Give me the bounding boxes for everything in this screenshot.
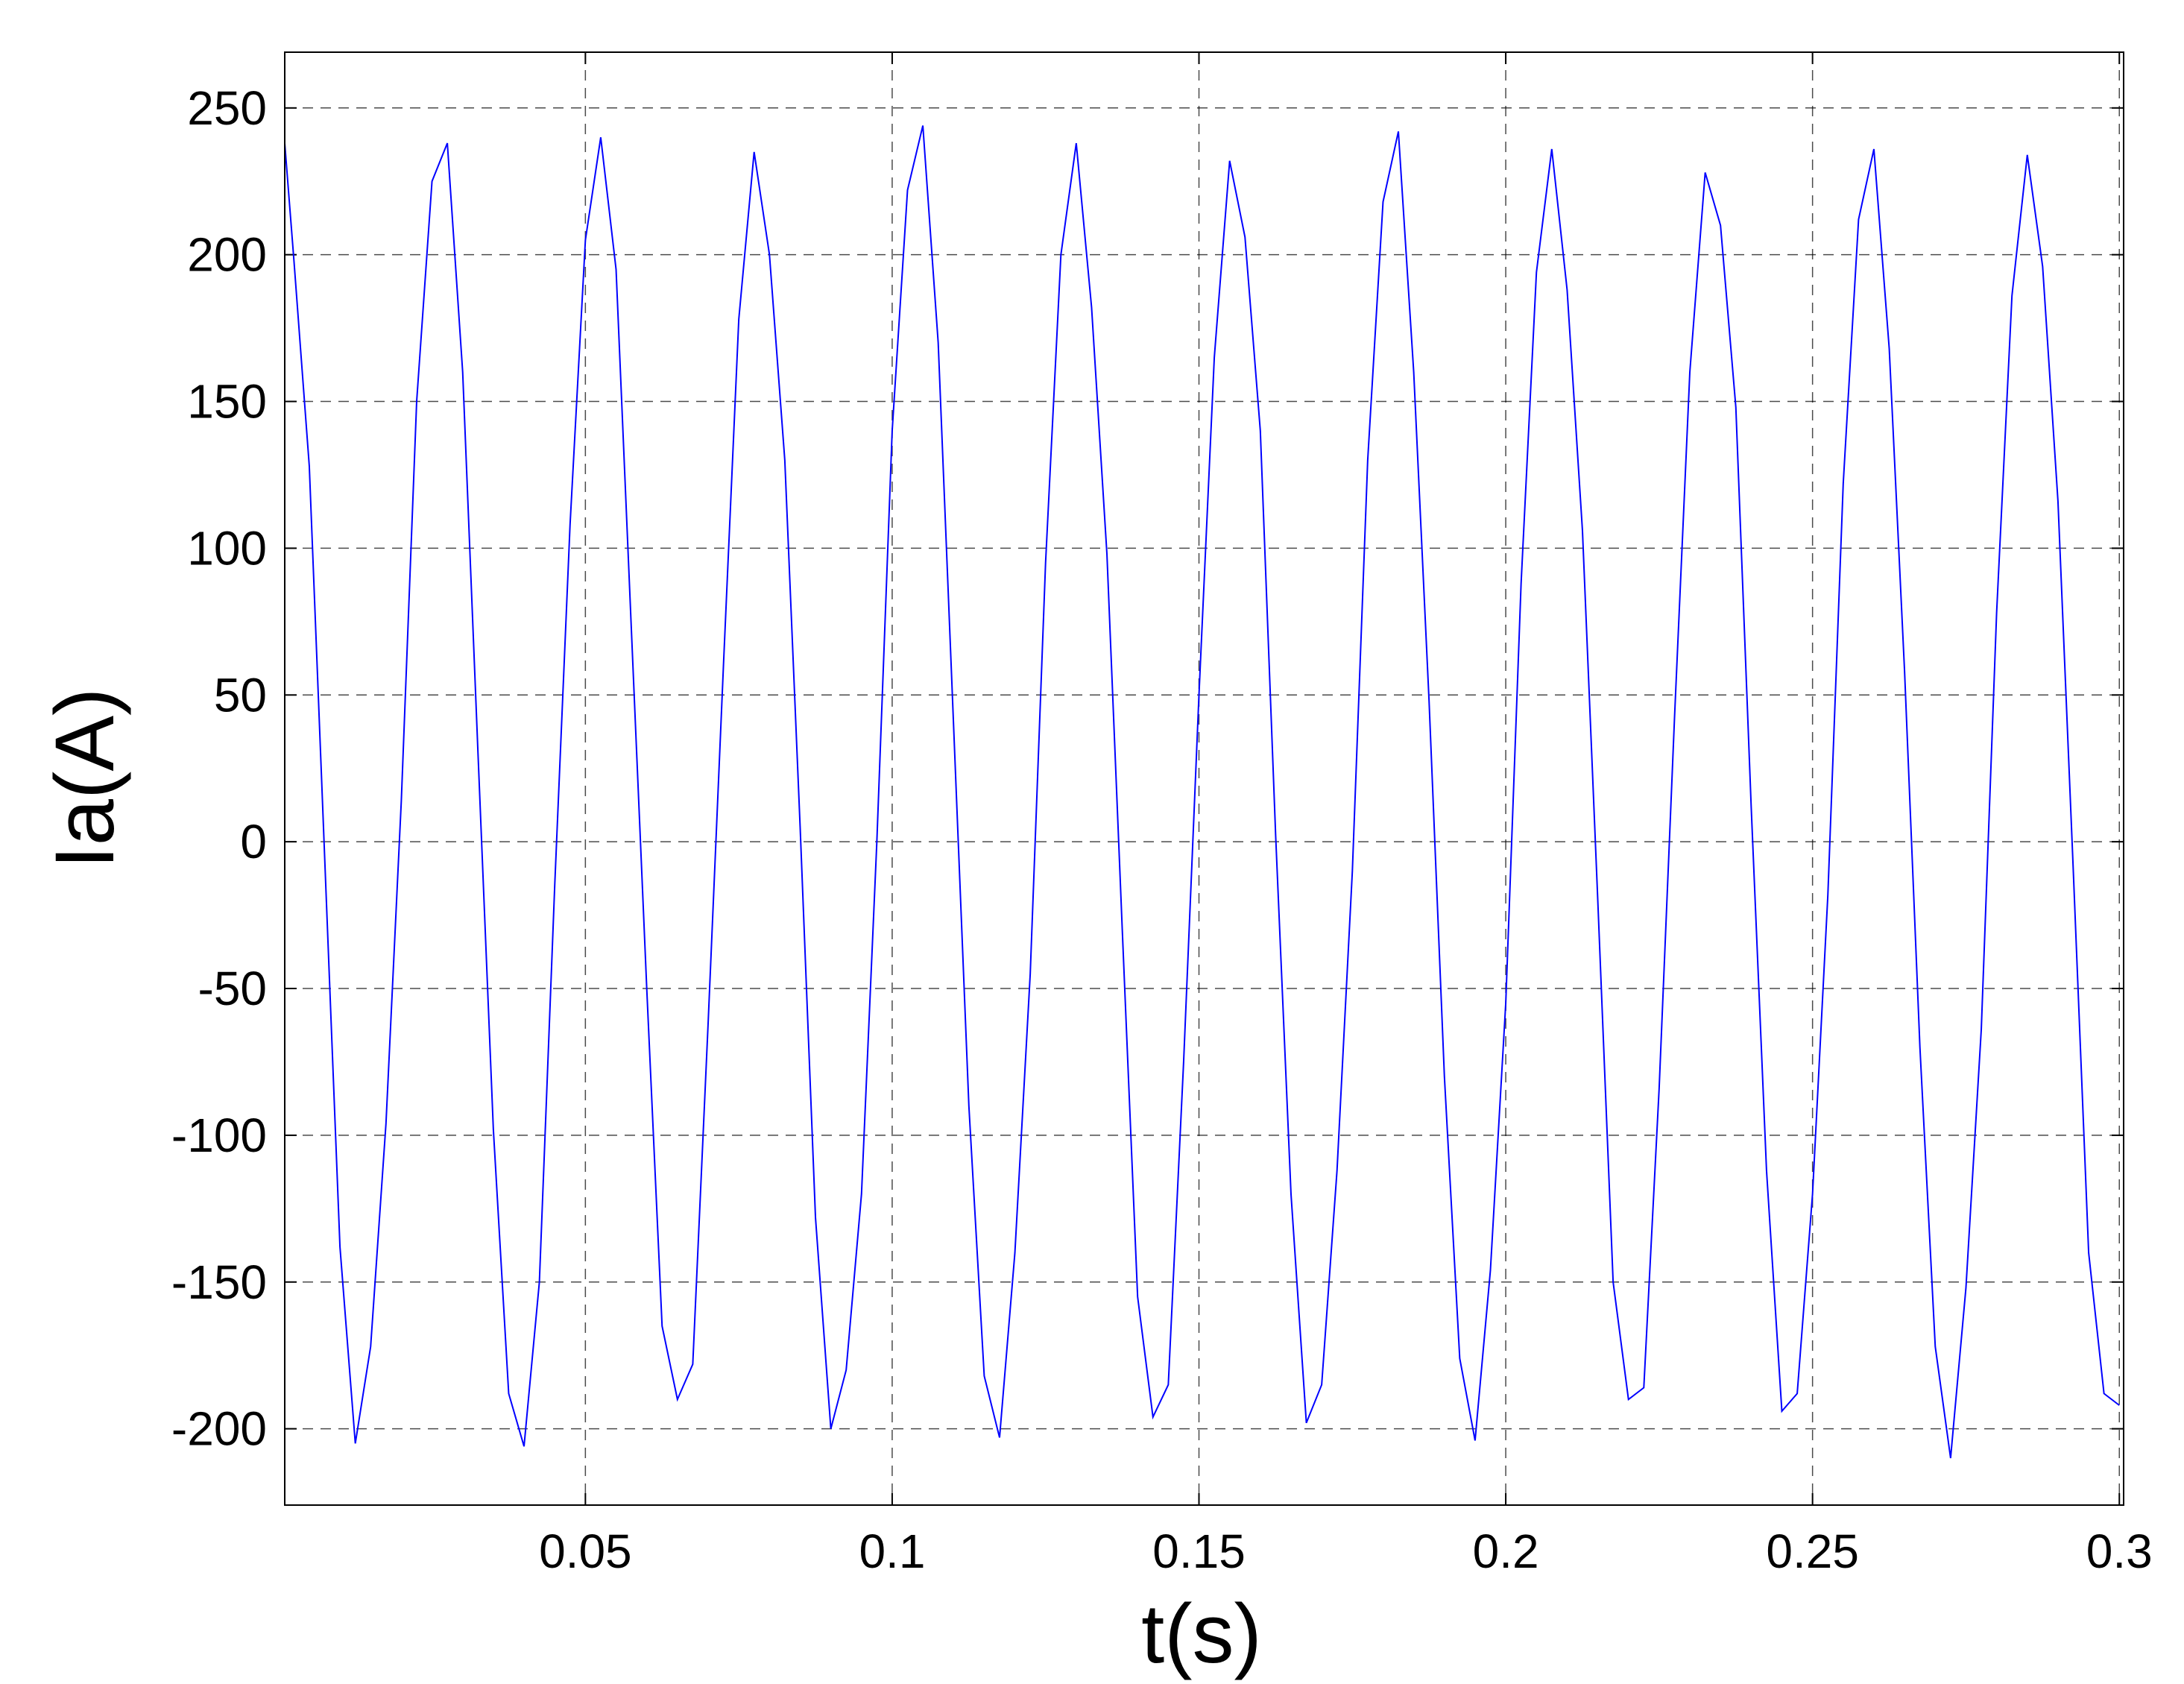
x-tick-label: 0.3 xyxy=(2086,1524,2153,1578)
y-tick-label: -100 xyxy=(171,1109,267,1162)
y-tick-label: 50 xyxy=(214,668,267,722)
y-tick-label: -200 xyxy=(171,1402,267,1456)
y-tick-label: 150 xyxy=(187,375,267,429)
x-tick-label: 0.25 xyxy=(1766,1524,1859,1578)
y-tick-label: 250 xyxy=(187,81,267,135)
x-tick-label: 0.05 xyxy=(539,1524,632,1578)
x-tick-label: 0.15 xyxy=(1152,1524,1246,1578)
x-tick-label: 0.2 xyxy=(1473,1524,1539,1578)
y-tick-label: 200 xyxy=(187,228,267,282)
x-tick-label: 0.1 xyxy=(859,1524,925,1578)
y-tick-label: 100 xyxy=(187,521,267,575)
y-tick-label: -150 xyxy=(171,1255,267,1309)
data-line xyxy=(284,125,2120,1459)
y-tick-label: 0 xyxy=(240,815,267,868)
y-axis-label: Ia(A) xyxy=(38,688,131,869)
y-tick-label: -50 xyxy=(198,962,268,1015)
x-axis-label: t(s) xyxy=(1141,1587,1262,1680)
plot-frame xyxy=(284,51,2124,1506)
